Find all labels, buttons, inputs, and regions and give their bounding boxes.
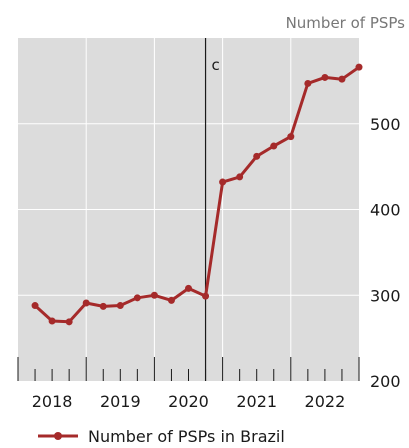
y-tick-label: 500 — [370, 115, 401, 134]
data-point — [270, 142, 278, 150]
legend: Number of PSPs in Brazil — [38, 427, 285, 446]
data-point — [31, 302, 39, 310]
gridlines — [18, 38, 359, 381]
data-point — [116, 302, 124, 310]
x-tick-label: 2020 — [168, 392, 209, 411]
data-point — [219, 178, 227, 186]
data-point — [99, 302, 107, 310]
data-point — [304, 79, 312, 87]
y-unit-label: Number of PSPs — [286, 14, 406, 32]
annotation-label: c — [212, 56, 220, 74]
data-point — [236, 173, 244, 181]
data-point — [202, 292, 210, 300]
data-point — [185, 284, 192, 292]
x-axis-ticks — [17, 357, 360, 381]
legend-entry: Number of PSPs in Brazil — [88, 427, 285, 446]
data-point — [48, 317, 56, 325]
y-tick-label: 400 — [370, 201, 401, 220]
data-point — [355, 63, 363, 71]
data-point — [133, 294, 141, 302]
y-tick-label: 200 — [370, 372, 401, 391]
x-tick-label: 2022 — [305, 392, 346, 411]
data-point — [82, 299, 90, 307]
annotation: c — [204, 38, 220, 381]
x-tick-label: 2019 — [100, 392, 141, 411]
legend-marker — [54, 432, 62, 440]
y-tick-label: 300 — [370, 286, 401, 305]
data-point — [321, 73, 329, 81]
y-axis-labels: 200 300 400 500 — [370, 115, 401, 391]
data-point — [167, 296, 175, 304]
series-layer — [31, 63, 363, 326]
data-point — [65, 318, 73, 326]
x-axis-labels: 2018 2019 2020 2021 2022 — [32, 392, 346, 411]
data-point — [338, 75, 346, 83]
data-point — [287, 133, 295, 141]
data-point — [253, 152, 261, 160]
data-point — [150, 291, 158, 299]
x-tick-label: 2018 — [32, 392, 73, 411]
x-tick-label: 2021 — [236, 392, 277, 411]
